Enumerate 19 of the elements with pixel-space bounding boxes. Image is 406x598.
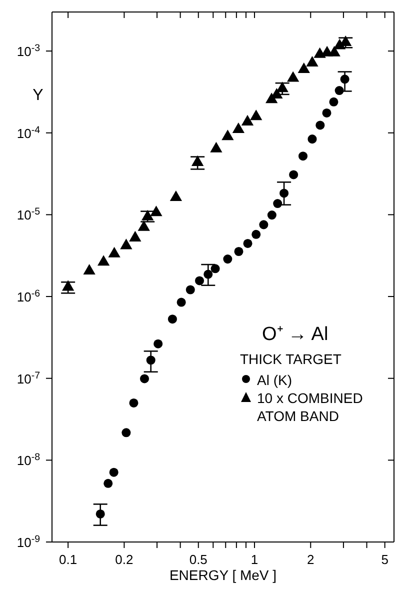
x-tick-label: 0.1 [59, 552, 78, 567]
x-tick-label: 1 [250, 552, 258, 567]
annotation: O⁺ → Al [262, 324, 330, 345]
x-axis-title: ENERGY [ MeV ] [169, 567, 277, 583]
legend-label: Al (K) [257, 371, 292, 389]
y-tick-label: 10$^{-3}$ [16, 42, 40, 60]
x-tick-label: 0.2 [115, 552, 134, 567]
y-tick-label: 10$^{-8}$ [16, 452, 40, 468]
legend-title: THICK TARGET [240, 350, 342, 368]
x-tick-label: 5 [381, 552, 388, 567]
legend-label: 10 x COMBINED ATOM BAND [257, 389, 364, 425]
x-tick-label: 0.5 [189, 552, 208, 567]
x-tick-label: 2 [307, 552, 314, 567]
y-tick-label: 10$^{-5}$ [16, 206, 41, 223]
y-tick-label: 10$^{-4}$ [16, 124, 41, 141]
y-tick-label: 10$^{-6}$ [16, 288, 40, 305]
y-tick-label: 10$^{-7}$ [16, 370, 40, 386]
y-tick-label: 10$^{-9}$ [16, 534, 40, 550]
y-axis-title: Y [32, 87, 44, 104]
